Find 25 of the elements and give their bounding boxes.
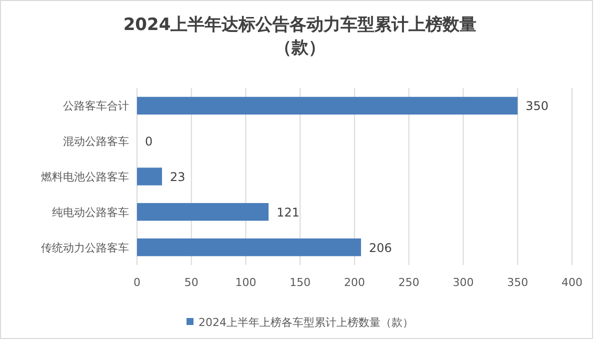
y-tick-label: 传统动力公路客车 [41,241,129,254]
bar [137,203,269,221]
x-tick-label: 300 [452,276,474,289]
data-label: 121 [276,205,300,220]
bar [137,238,362,256]
x-tick-label: 400 [562,276,582,289]
y-tick-label: 纯电动公路客车 [52,206,129,219]
bar [137,96,518,115]
chart-title: 2024上半年达标公告各动力车型累计上榜数量（款） [123,15,477,58]
x-tick-label: 50 [184,276,198,289]
x-tick-label: 150 [290,276,311,289]
x-tick-label: 250 [398,276,420,289]
data-label: 350 [526,99,549,114]
x-tick-label: 100 [235,276,256,289]
data-label: 206 [369,240,392,255]
y-tick-label: 燃料电池公路客车 [41,170,129,184]
x-tick-label: 350 [507,276,528,289]
y-tick-label: 公路客车合计 [63,100,129,113]
y-tick-label: 混动公路客车 [63,135,129,148]
data-label: 23 [170,170,186,184]
x-tick-label: 200 [344,276,365,289]
x-tick-label: 0 [134,276,140,289]
data-label: 0 [145,134,153,149]
bar [137,168,162,186]
legend-label: 2024上半年上榜各车型累计上榜数量（款） [198,316,414,329]
